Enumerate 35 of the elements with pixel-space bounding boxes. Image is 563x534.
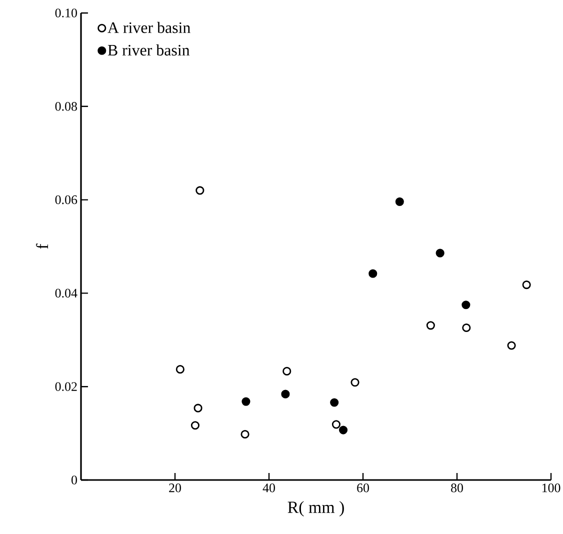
x-tick-label: 40 [262,484,275,492]
point [436,248,444,258]
point [240,430,250,439]
point [330,398,339,407]
x-tick-label: 80 [451,484,463,492]
x-tick-label: 60 [357,484,369,492]
y-tick-label: 0.04 [55,288,78,298]
y-tick-label: 0.08 [55,102,77,111]
point [242,397,250,406]
legend-label: B river basin [108,44,190,56]
point [507,341,516,350]
point [462,323,471,332]
y-tick-label: 0.06 [55,195,78,204]
point [190,421,200,430]
point [196,186,204,195]
point [282,366,292,376]
point [194,404,202,412]
y-tick-label: 0.02 [55,382,77,391]
point [395,197,404,206]
point [368,269,378,278]
x-tick-label: 20 [169,484,181,492]
point [522,280,531,290]
point [281,390,290,398]
point [426,321,435,330]
legend-label: A river basin [108,22,190,34]
point [338,426,348,434]
point [332,420,340,429]
y-axis-title: f [36,244,48,249]
point [350,378,360,387]
point [176,365,184,374]
point [462,300,470,310]
y-tick-label: 0.10 [55,8,77,18]
x-tick-label: 100 [542,484,560,492]
y-tick-label: 0 [72,476,77,484]
x-axis-title: R( mm ) [288,501,344,516]
